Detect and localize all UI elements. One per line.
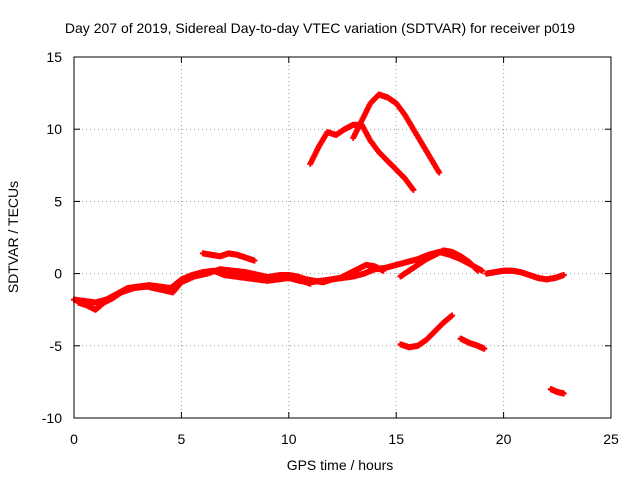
- grid-lines: [74, 57, 611, 418]
- x-tick-label: 20: [496, 431, 512, 447]
- y-tick-label: -5: [50, 338, 63, 354]
- chart-title: Day 207 of 2019, Sidereal Day-to-day VTE…: [64, 20, 576, 36]
- track-baseline-f: [483, 267, 567, 283]
- data-point: [380, 267, 387, 274]
- track-baseline-d: [260, 261, 387, 286]
- data-points: [71, 91, 567, 397]
- data-point: [410, 186, 417, 193]
- y-tick-label: 5: [54, 193, 62, 209]
- axis-ticks: 0 5 10 15 20 25 -10 -5 0 5 10 15: [42, 49, 619, 447]
- x-tick-label: 10: [281, 431, 297, 447]
- y-tick-label: 0: [54, 266, 62, 282]
- y-tick-label: 15: [46, 49, 62, 65]
- data-point: [560, 390, 567, 397]
- plot-frame: [73, 56, 612, 419]
- y-tick-label: 10: [46, 121, 62, 137]
- y-axis-label: SDTVAR / TECUs: [5, 181, 21, 293]
- track-baseline-e: [397, 247, 481, 280]
- data-point: [449, 312, 456, 319]
- track-arc-b: [350, 91, 443, 176]
- track-arc-a: [307, 121, 417, 193]
- y-tick-label: -10: [42, 410, 62, 426]
- x-tick-label: 0: [70, 431, 78, 447]
- data-point: [436, 169, 443, 176]
- x-tick-label: 5: [178, 431, 186, 447]
- data-point: [251, 257, 258, 264]
- track-neg-a: [397, 312, 456, 351]
- data-point: [481, 345, 488, 352]
- x-axis-label: GPS time / hours: [287, 457, 394, 473]
- x-tick-label: 15: [388, 431, 404, 447]
- track-baseline-c: [199, 250, 258, 264]
- x-tick-label: 25: [603, 431, 619, 447]
- track-neg-c: [547, 386, 567, 397]
- data-point: [474, 267, 481, 274]
- track-neg-b: [457, 335, 488, 352]
- data-point: [560, 272, 567, 279]
